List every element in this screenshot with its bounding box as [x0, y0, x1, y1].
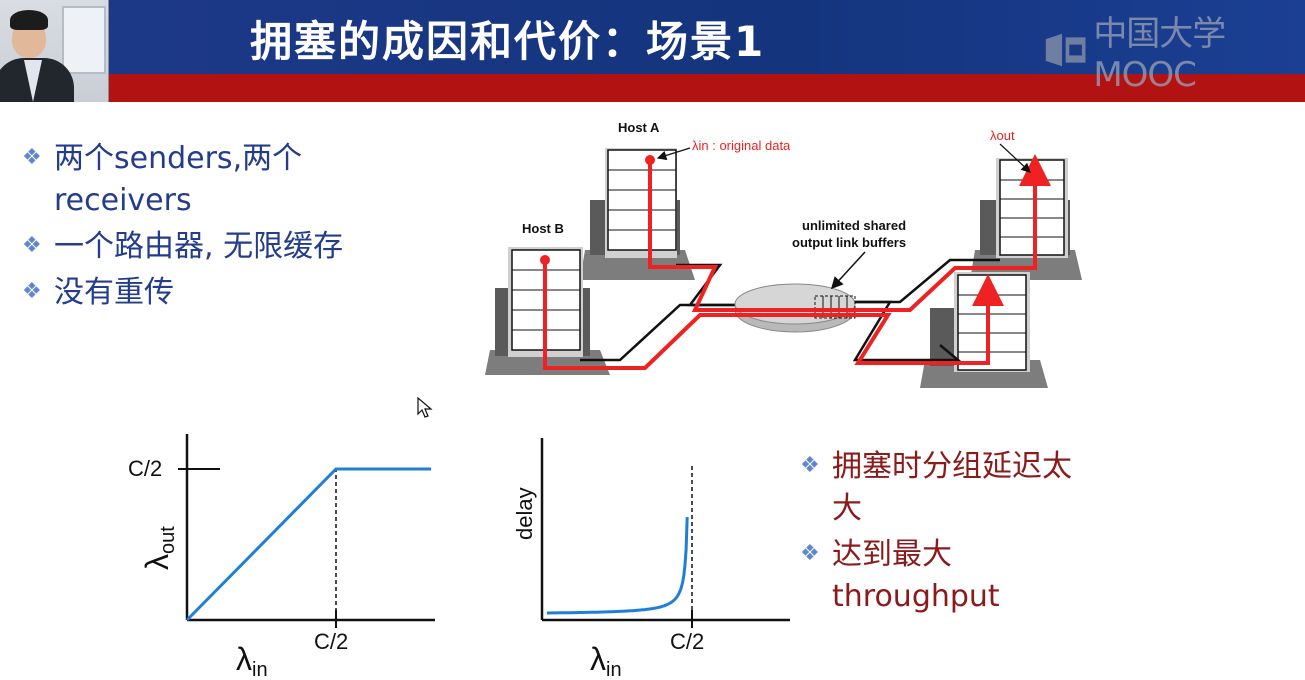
throughput-chart: C/2 C/2 λin λout	[128, 434, 435, 680]
data-flow-paths	[543, 154, 1051, 370]
buffer-label-line-2: output link buffers	[792, 235, 906, 250]
receiver-2-protocol-stack	[957, 274, 1027, 371]
host-b-source-dot	[540, 255, 550, 265]
buffer-label-pointer	[830, 251, 866, 290]
slide-title: 拥塞的成因和代价：场景1	[250, 17, 766, 66]
slide-header	[0, 0, 1305, 74]
chart2-x-tick-label: C/2	[670, 629, 704, 654]
bullet-diamond-icon: ❖	[22, 145, 42, 170]
bullet-item: ❖ 一个路由器, 无限缓存	[22, 226, 382, 268]
bullet-item: ❖ 达到最大throughput	[800, 534, 1100, 618]
lambda-out-pointer	[999, 143, 1031, 173]
lambda-out-label: λout	[990, 128, 1015, 143]
chart2-y-label: delay	[512, 487, 537, 540]
host-a-protocol-stack	[607, 149, 677, 251]
chart1-series-line	[185, 467, 431, 622]
chart1-y-tick-label: C/2	[128, 456, 162, 481]
mooc-watermark: 中国大学MOOC	[1044, 14, 1305, 95]
mooc-watermark-text: 中国大学MOOC	[1093, 13, 1226, 95]
host-b-label: Host B	[522, 221, 564, 236]
delay-chart: C/2 λin delay	[512, 438, 790, 680]
bullet-item: ❖ 两个senders,两个receivers	[22, 138, 382, 222]
bullet-text: 拥塞时分组延迟太大	[832, 449, 1072, 526]
bullet-list-left: ❖ 两个senders,两个receivers ❖ 一个路由器, 无限缓存 ❖ …	[22, 138, 382, 318]
bullet-item: ❖ 没有重传	[22, 272, 382, 314]
chart1-x-tick-label: C/2	[314, 629, 348, 654]
bullet-text: 达到最大throughput	[832, 537, 1000, 614]
chart1-x-label: λin	[236, 641, 268, 680]
mooc-logo-icon	[1045, 33, 1086, 67]
bullet-text: 没有重传	[54, 275, 174, 310]
receiver-1-protocol-stack	[999, 159, 1065, 256]
network-diagram: Host A Host B	[485, 120, 1082, 388]
bullet-text: 两个senders,两个receivers	[54, 141, 303, 218]
chart2-x-label: λin	[590, 641, 622, 680]
bullet-diamond-icon: ❖	[22, 279, 42, 304]
lambda-in-label: λin : original data	[692, 138, 791, 153]
bullet-item: ❖ 拥塞时分组延迟太大	[800, 446, 1100, 530]
bullet-diamond-icon: ❖	[22, 233, 42, 258]
bullet-text: 一个路由器, 无限缓存	[54, 229, 344, 264]
bullet-list-right: ❖ 拥塞时分组延迟太大 ❖ 达到最大throughput	[800, 446, 1100, 622]
webcam-feed	[0, 0, 109, 102]
host-a-label: Host A	[618, 120, 660, 135]
host-a-source-dot	[645, 155, 655, 165]
chart2-series-line	[547, 517, 689, 615]
header-accent-bar	[0, 74, 1305, 102]
buffer-label-line-1: unlimited shared	[802, 218, 906, 233]
webcam-presenter-hair	[10, 10, 48, 30]
webcam-background-window	[62, 6, 106, 74]
chart1-y-label: λout	[139, 526, 179, 570]
lambda-in-pointer	[656, 147, 691, 161]
bullet-diamond-icon: ❖	[800, 453, 820, 478]
bullet-diamond-icon: ❖	[800, 541, 820, 566]
mouse-cursor-icon	[417, 397, 433, 418]
